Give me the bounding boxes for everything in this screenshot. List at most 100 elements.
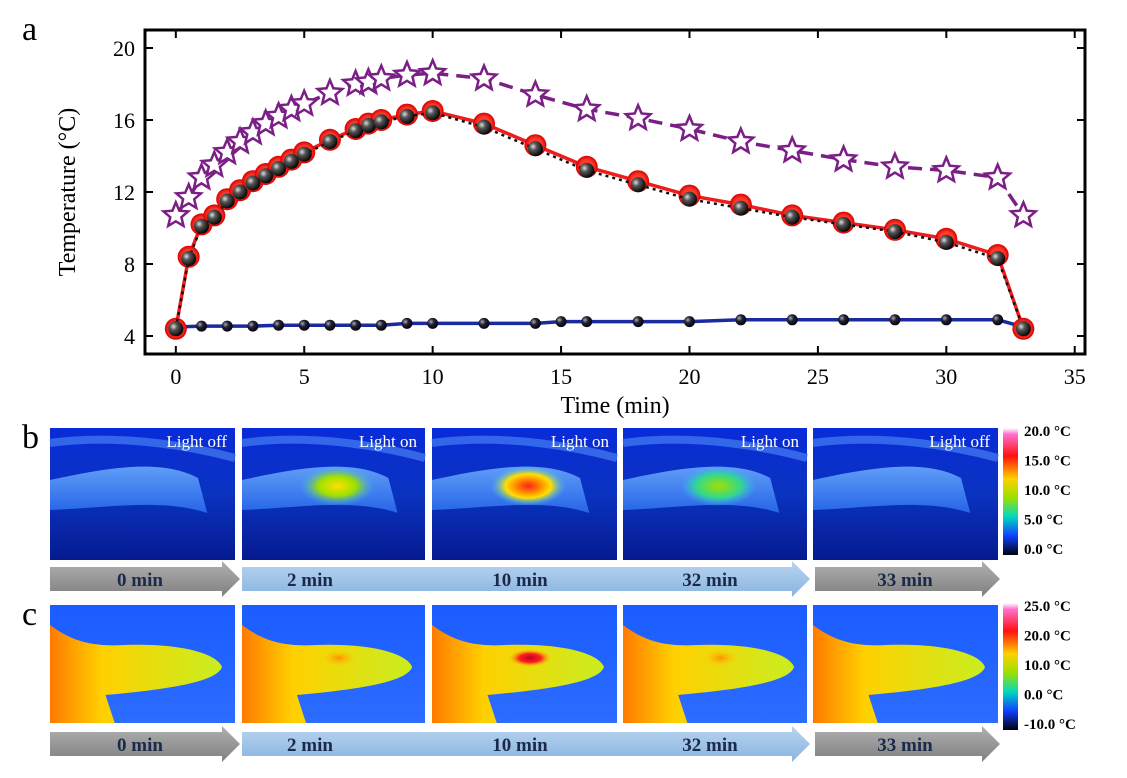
hotspot: [299, 466, 376, 506]
star-marker: [391, 58, 423, 89]
sphere-marker: [632, 316, 644, 328]
colorbar-label: 25.0 °C: [1024, 599, 1071, 615]
colorbar-label: 15.0 °C: [1024, 454, 1071, 470]
sphere-marker: [630, 177, 646, 193]
sphere-marker: [219, 193, 235, 209]
timeline-label: 10 min: [492, 570, 548, 591]
sphere-marker: [425, 105, 441, 121]
colorbar-label: 20.0 °C: [1024, 424, 1071, 440]
sphere-marker: [784, 209, 800, 225]
plot: 0 5 10 15 20 25 30 35 4 8 12 16 20 Time (min) Temperat…: [55, 28, 1087, 419]
finger-shape: [241, 435, 427, 462]
x-tick-label: 0: [170, 364, 181, 389]
timeline-arrow: [50, 561, 240, 597]
sphere-marker: [194, 218, 210, 234]
sphere-marker: [181, 251, 197, 267]
star-marker: [468, 62, 500, 92]
sphere-marker: [476, 119, 492, 135]
star-marker: [571, 92, 603, 123]
y-tick-label: 8: [124, 252, 135, 277]
finger-shape: [813, 466, 971, 513]
finger-shape: [622, 435, 809, 462]
colorbar-label: 0.0 °C: [1024, 688, 1063, 704]
sphere-marker: [527, 141, 543, 157]
panel-label: c: [22, 596, 37, 633]
colorbar-label: 5.0 °C: [1024, 513, 1063, 529]
sphere-marker: [992, 314, 1004, 326]
image-label: Light on: [741, 432, 800, 451]
star-marker: [417, 56, 449, 87]
finger-shape: [431, 435, 619, 462]
sphere-marker: [990, 251, 1006, 267]
sphere-marker: [273, 319, 285, 331]
sphere-marker: [168, 321, 184, 337]
sphere-marker: [889, 314, 901, 326]
sphere-marker: [271, 161, 287, 177]
timeline-label: 2 min: [287, 570, 333, 591]
sphere-marker: [283, 153, 299, 169]
x-tick-label: 25: [807, 364, 829, 389]
finger-shape: [623, 625, 795, 723]
timeline-arrow: [815, 726, 1000, 762]
panel-label: b: [22, 419, 39, 456]
y-tick-label: 16: [113, 108, 135, 133]
star-marker: [725, 125, 757, 155]
sphere-marker: [399, 108, 415, 124]
y-tick-label: 4: [124, 324, 135, 349]
sphere-marker: [683, 316, 695, 328]
star-marker: [1007, 199, 1039, 229]
x-tick-label: 30: [935, 364, 957, 389]
sphere-marker: [348, 123, 364, 139]
sphere-marker: [245, 175, 261, 191]
finger-shape: [813, 625, 986, 723]
sphere-marker: [836, 216, 852, 232]
timeline-label: 32 min: [682, 570, 738, 591]
hotspot: [508, 649, 553, 667]
star-marker: [160, 199, 192, 229]
sphere-marker: [401, 317, 413, 329]
star-marker: [673, 112, 705, 143]
colorbar-label: 10.0 °C: [1024, 658, 1071, 674]
star-marker: [519, 78, 551, 108]
star-marker: [828, 143, 860, 173]
sphere-marker: [735, 314, 747, 326]
sphere-marker: [887, 224, 903, 240]
y-tick-label: 12: [113, 180, 135, 205]
hotspot: [320, 649, 357, 667]
sphere-marker: [478, 317, 490, 329]
sphere-marker: [373, 114, 389, 130]
star-marker: [365, 62, 397, 92]
x-tick-label: 20: [678, 364, 700, 389]
colorbar-label: 0.0 °C: [1024, 542, 1063, 558]
colorbar: [1003, 603, 1018, 730]
timeline-label: 0 min: [117, 570, 163, 591]
star-marker: [776, 134, 808, 164]
star-marker: [314, 76, 346, 107]
timeline-label: 0 min: [117, 735, 163, 756]
x-tick-label: 15: [550, 364, 572, 389]
finger-shape: [812, 435, 1000, 462]
finger-shape: [50, 466, 208, 513]
colorbar-label: 10.0 °C: [1024, 483, 1071, 499]
x-tick-label: 10: [422, 364, 444, 389]
colorbar-label: 20.0 °C: [1024, 629, 1071, 645]
sphere-marker: [298, 319, 310, 331]
timeline-label: 33 min: [877, 570, 933, 591]
sphere-marker: [221, 320, 233, 332]
image-label: Light on: [551, 432, 610, 451]
x-tick-label: 35: [1064, 364, 1086, 389]
sphere-marker: [529, 317, 541, 329]
sphere-marker: [838, 314, 850, 326]
sphere-marker: [786, 314, 798, 326]
sphere-marker: [196, 320, 208, 332]
sphere-marker: [681, 191, 697, 207]
star-marker: [982, 161, 1014, 191]
sphere-marker: [360, 117, 376, 133]
star-marker: [288, 87, 320, 117]
timeline-arrow: [242, 726, 810, 762]
finger-shape: [50, 625, 223, 723]
timeline-label: 32 min: [682, 735, 738, 756]
thermal-row-c: 25.0 °C 20.0 °C 10.0 °C 0.0 °C -10.0 °C 0 min…: [50, 599, 1076, 762]
timeline-label: 2 min: [287, 735, 333, 756]
finger-shape: [242, 625, 413, 723]
